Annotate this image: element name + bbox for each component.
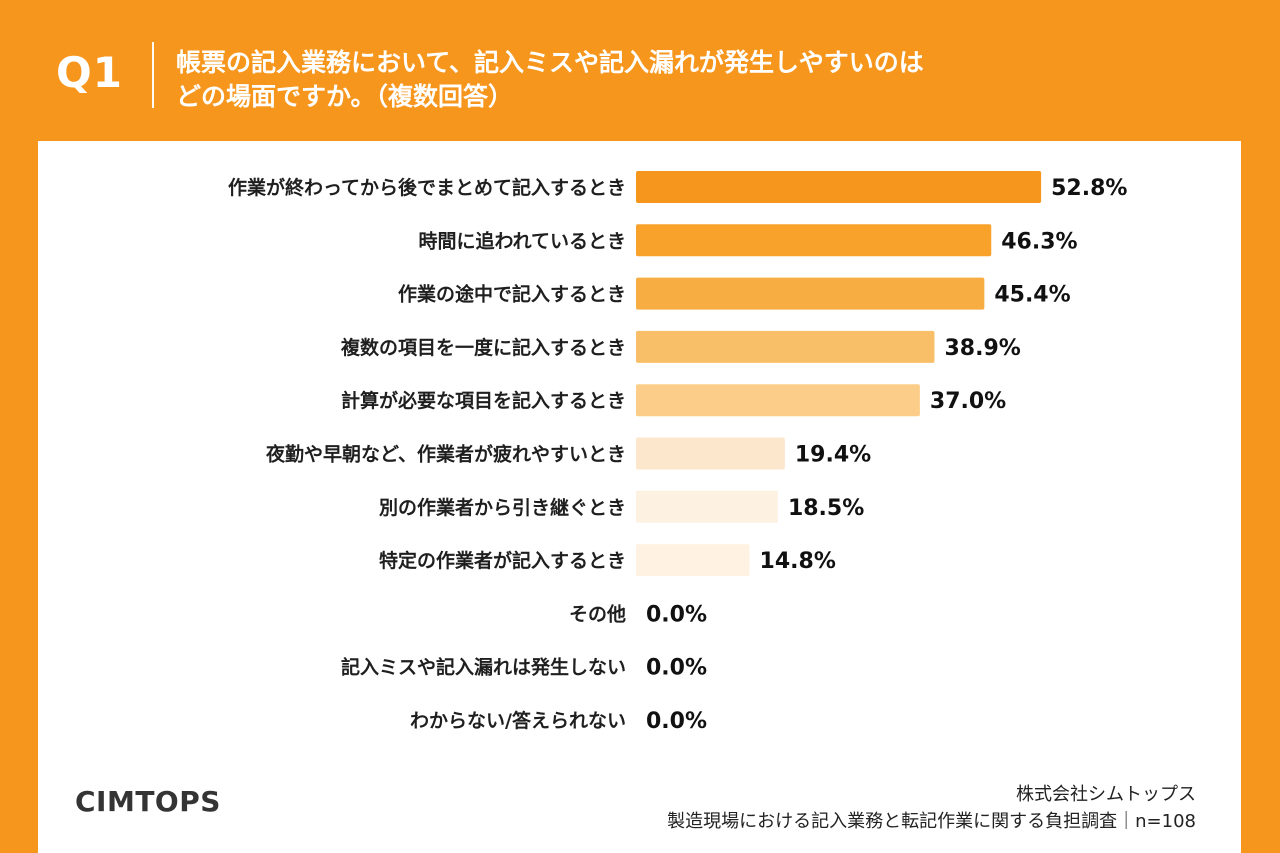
value-label: 0.0% (646, 656, 707, 681)
category-label: 夜勤や早朝など、作業者が疲れやすいとき (265, 443, 626, 466)
category-label: その他 (569, 602, 626, 625)
value-label: 14.8% (760, 549, 836, 574)
bar (636, 544, 750, 577)
value-label: 38.9% (944, 336, 1020, 361)
source-note: 株式会社シムトップス 製造現場における記入業務と転記作業に関する負担調査｜n=1… (667, 781, 1196, 835)
question-line-1: 帳票の記入業務において、記入ミスや記入漏れが発生しやすいのは (176, 48, 924, 77)
category-label: 特定の作業者が記入するとき (379, 549, 626, 572)
category-label: 時間に追われているとき (419, 229, 626, 252)
category-label: 複数の項目を一度に記入するとき (340, 336, 626, 359)
value-label: 18.5% (788, 496, 864, 521)
value-label: 0.0% (646, 709, 707, 734)
bar (636, 490, 778, 523)
value-label: 52.8% (1051, 176, 1127, 201)
bar (636, 224, 992, 257)
chart-panel: 作業が終わってから後でまとめて記入するとき 52.8% 時間に追われているとき 46.… (38, 141, 1241, 853)
bar (636, 384, 920, 417)
question-line-2: どの場面ですか。（複数回答） (176, 82, 514, 111)
category-label: 作業の途中で記入するとき (398, 283, 626, 306)
header-divider (152, 42, 154, 108)
value-label: 0.0% (646, 602, 707, 627)
question-header: Q1 帳票の記入業務において、記入ミスや記入漏れが発生しやすいのは どの場面です… (0, 0, 1280, 140)
bar (636, 330, 935, 363)
value-label: 19.4% (795, 443, 871, 468)
category-label: 計算が必要な項目を記入するとき (341, 389, 626, 412)
cimtops-logo: CIMTOPS (75, 785, 221, 818)
survey-name: 製造現場における記入業務と転記作業に関する負担調査｜n=108 (667, 811, 1196, 832)
bar (636, 437, 785, 470)
horizontal-bar-chart: 作業が終わってから後でまとめて記入するとき 52.8% 時間に追われているとき 46.… (228, 171, 1127, 734)
bar (636, 171, 1042, 203)
value-label: 46.3% (1001, 229, 1077, 254)
bar (636, 277, 985, 310)
category-label: 記入ミスや記入漏れは発生しない (341, 656, 626, 679)
category-label: 別の作業者から引き継ぐとき (379, 496, 626, 519)
category-label: 作業が終わってから後でまとめて記入するとき (228, 176, 626, 199)
question-number: Q1 (56, 48, 123, 97)
company-name: 株式会社シムトップス (1016, 784, 1196, 805)
category-label: わからない/答えられない (410, 709, 626, 732)
question-text: 帳票の記入業務において、記入ミスや記入漏れが発生しやすいのは どの場面ですか。（… (176, 46, 1076, 114)
value-label: 45.4% (994, 283, 1070, 308)
value-label: 37.0% (930, 389, 1006, 414)
